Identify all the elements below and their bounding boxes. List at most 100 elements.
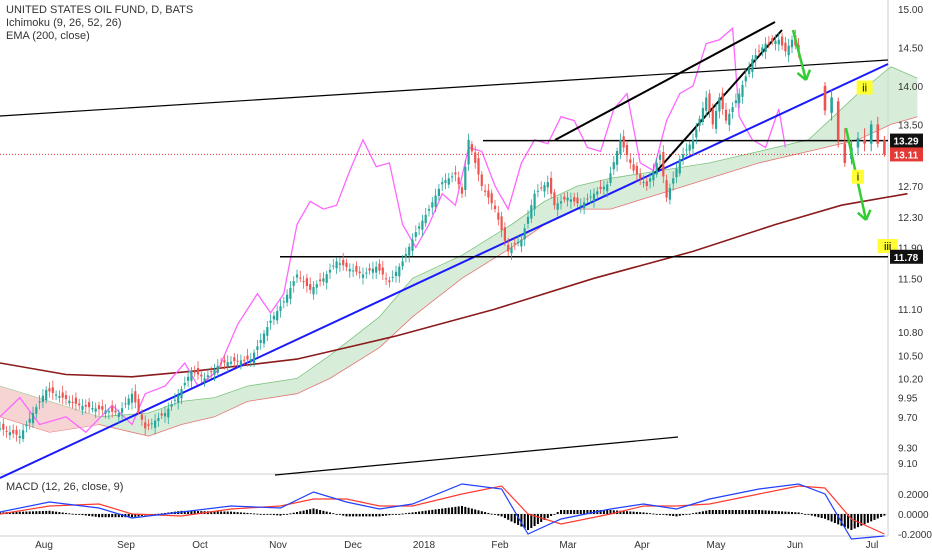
candle-body <box>246 355 249 360</box>
candle-body <box>500 216 503 231</box>
candle-body <box>533 193 536 210</box>
candle-body <box>134 391 137 403</box>
macd-histogram-bar <box>368 514 371 517</box>
blue-trendline <box>0 63 889 479</box>
candle-body <box>160 413 163 416</box>
macd-histogram-bar <box>157 513 160 515</box>
candle-body <box>559 201 563 204</box>
macd-histogram-bar <box>866 514 869 523</box>
candle-body <box>272 315 275 320</box>
macd-histogram-bar <box>824 514 826 519</box>
macd-histogram-bar <box>272 514 275 516</box>
candle-body <box>655 162 658 175</box>
macd-histogram-bar <box>391 514 394 515</box>
macd-histogram-bar <box>81 514 84 516</box>
macd-histogram-bar <box>563 510 566 514</box>
macd-histogram-bar <box>701 511 704 514</box>
macd-histogram-bar <box>682 514 685 516</box>
candle-body <box>738 93 741 104</box>
macd-histogram-bar <box>421 511 424 514</box>
candle-body <box>216 366 219 373</box>
macd-histogram-bar <box>748 510 751 514</box>
macd-histogram-bar <box>461 506 463 514</box>
macd-histogram-bar <box>355 514 358 517</box>
macd-histogram-bar <box>853 514 856 529</box>
macd-histogram-bar <box>266 514 269 515</box>
macd-histogram-bar <box>787 511 790 514</box>
candle-body <box>51 387 54 393</box>
price-tick-label: 11.90 <box>898 244 923 255</box>
candle-body <box>823 85 827 111</box>
ema-200-line <box>0 192 908 378</box>
candle-body <box>718 97 721 112</box>
candle-body <box>94 408 97 412</box>
macd-histogram-bar <box>398 514 401 515</box>
price-tick-label: 11.10 <box>898 305 923 316</box>
candle-body <box>625 144 629 156</box>
candle-body <box>332 265 335 267</box>
candle-body <box>784 42 787 52</box>
candle-body <box>507 244 510 252</box>
candle-body <box>688 144 691 151</box>
candle-body <box>586 198 589 200</box>
macd-histogram-bar <box>348 514 351 517</box>
macd-histogram-bar <box>279 514 282 516</box>
macd-histogram-bar <box>642 512 645 514</box>
macd-histogram-bar <box>635 511 638 514</box>
candle-body <box>658 155 662 160</box>
macd-histogram-bar <box>302 510 305 514</box>
time-tick-label: Feb <box>491 540 509 550</box>
macd-histogram-bar <box>725 510 727 514</box>
macd-histogram-bar <box>249 513 252 514</box>
candle-body <box>470 144 473 152</box>
macd-histogram-bar <box>137 514 140 517</box>
wave-label-text: iii <box>884 241 891 253</box>
wave-label-bg <box>856 80 873 95</box>
time-tick-label: Sep <box>117 540 135 550</box>
candle-body <box>573 197 576 202</box>
candle-body <box>781 36 784 46</box>
candle-body <box>130 393 134 403</box>
candle-body <box>170 404 173 407</box>
macd-histogram-bar <box>543 514 546 520</box>
macd-histogram-bar <box>649 513 652 514</box>
wave-label-iii: iii <box>877 239 898 254</box>
candle-body <box>724 109 728 121</box>
candle-body <box>385 278 388 280</box>
chart-title: UNITED STATES OIL FUND, D, BATS <box>6 4 194 16</box>
macd-histogram-bar <box>276 514 279 516</box>
candle-body <box>748 67 751 75</box>
macd-histogram-bar <box>586 510 589 514</box>
macd-histogram-bar <box>619 510 622 514</box>
candle-body <box>74 397 77 404</box>
macd-histogram-bar <box>332 513 335 514</box>
macd-histogram-bar <box>55 511 58 514</box>
macd-histogram-bar <box>246 512 249 514</box>
candle-body <box>15 429 18 435</box>
wave-label-ii: ii <box>856 80 873 95</box>
macd-histogram-bar <box>414 511 417 514</box>
candle-body <box>292 281 295 286</box>
candle-body <box>229 361 233 364</box>
macd-histogram-bar <box>715 510 718 514</box>
macd-tick-label: -0.2000 <box>898 530 932 541</box>
macd-histogram-bar <box>381 514 384 516</box>
candle-body <box>447 178 450 185</box>
macd-histogram-bar <box>477 510 480 514</box>
candle-body <box>101 406 104 410</box>
lower-channel-line <box>274 436 679 476</box>
candle-body <box>25 424 28 427</box>
macd-histogram-bar <box>480 511 483 514</box>
candle-body <box>635 166 638 175</box>
candle-body <box>751 59 754 72</box>
projection-arrow-iii-head <box>856 211 867 221</box>
macd-histogram-bar <box>523 514 526 529</box>
macd-histogram-bar <box>833 514 836 523</box>
macd-histogram-bar <box>454 506 457 514</box>
macd-histogram-bar <box>12 511 15 514</box>
candle-body <box>678 159 681 174</box>
candle-body <box>91 407 94 410</box>
candle-body <box>856 138 860 148</box>
macd-histogram-bar <box>708 510 711 514</box>
